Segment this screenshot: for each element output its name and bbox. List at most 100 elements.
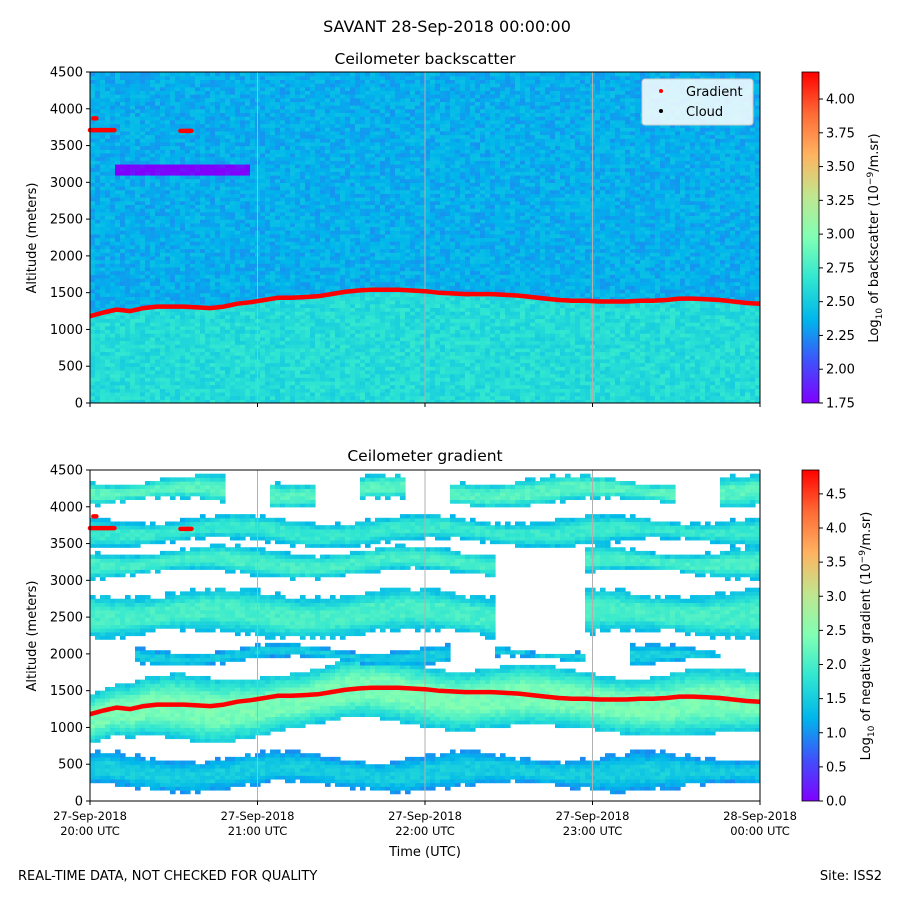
heatmap-cell bbox=[235, 329, 241, 334]
heatmap-cell bbox=[155, 395, 161, 400]
heatmap-cell bbox=[235, 380, 241, 386]
heatmap-cell bbox=[290, 237, 296, 242]
heatmap-cell bbox=[195, 105, 201, 110]
heatmap-cell bbox=[90, 380, 96, 386]
heatmap-cell bbox=[185, 281, 191, 286]
heatmap-cell bbox=[340, 277, 346, 283]
heatmap-cell bbox=[175, 75, 181, 80]
heatmap-cell bbox=[160, 230, 166, 235]
heatmap-cell bbox=[320, 277, 326, 283]
heatmap-cell bbox=[330, 123, 336, 128]
heatmap-cell bbox=[280, 237, 286, 242]
heatmap-cell bbox=[235, 160, 241, 165]
heatmap-cell bbox=[345, 237, 351, 242]
heatmap-cell bbox=[195, 72, 201, 77]
heatmap-cell bbox=[240, 303, 246, 308]
heatmap-cell bbox=[185, 380, 191, 386]
heatmap-cell bbox=[300, 127, 306, 132]
heatmap-cell bbox=[110, 204, 116, 209]
heatmap-cell bbox=[325, 197, 331, 202]
heatmap-cell bbox=[280, 193, 286, 198]
heatmap-cell bbox=[315, 200, 321, 205]
heatmap-cell bbox=[335, 325, 341, 331]
heatmap-cell bbox=[235, 277, 241, 283]
heatmap-cell bbox=[190, 208, 196, 213]
heatmap-cell bbox=[235, 156, 241, 161]
heatmap-cell bbox=[320, 112, 326, 117]
heatmap-cell bbox=[120, 101, 126, 106]
heatmap-cell bbox=[235, 222, 241, 228]
heatmap-cell bbox=[290, 233, 296, 239]
heatmap-cell bbox=[105, 255, 111, 261]
heatmap-cell bbox=[280, 307, 286, 312]
heatmap-cell bbox=[140, 395, 146, 400]
heatmap-cell bbox=[260, 347, 266, 353]
heatmap-cell bbox=[350, 362, 356, 367]
heatmap-cell bbox=[100, 318, 106, 323]
heatmap-cell bbox=[175, 336, 181, 342]
heatmap-cell bbox=[250, 75, 256, 80]
heatmap-cell bbox=[165, 314, 171, 320]
heatmap-cell bbox=[175, 200, 181, 205]
heatmap-cell bbox=[140, 90, 146, 95]
heatmap-cell bbox=[315, 79, 321, 84]
heatmap-cell bbox=[140, 193, 146, 198]
heatmap-cell bbox=[265, 178, 271, 183]
heatmap-cell bbox=[320, 333, 326, 338]
heatmap-cell bbox=[215, 72, 221, 77]
heatmap-cell bbox=[140, 288, 146, 294]
heatmap-cell bbox=[155, 105, 161, 110]
heatmap-cell bbox=[90, 266, 96, 272]
heatmap-cell bbox=[115, 300, 121, 305]
heatmap-cell bbox=[275, 237, 281, 242]
heatmap-cell bbox=[200, 178, 206, 183]
heatmap-cell bbox=[115, 233, 121, 239]
heatmap-cell bbox=[95, 167, 101, 172]
heatmap-cell bbox=[220, 373, 226, 378]
heatmap-cell bbox=[270, 182, 276, 187]
heatmap-cell bbox=[300, 171, 306, 176]
heatmap-cell bbox=[200, 325, 206, 331]
heatmap-cell bbox=[325, 215, 331, 220]
heatmap-cell bbox=[190, 311, 196, 316]
heatmap-cell bbox=[350, 94, 356, 99]
heatmap-cell bbox=[360, 163, 366, 169]
heatmap-cell bbox=[330, 156, 336, 161]
heatmap-cell bbox=[180, 277, 186, 283]
heatmap-cell bbox=[230, 358, 236, 364]
heatmap-cell bbox=[325, 336, 331, 342]
heatmap-cell bbox=[155, 72, 161, 77]
heatmap-cell bbox=[265, 149, 271, 154]
heatmap-cell bbox=[305, 156, 311, 161]
heatmap-cell bbox=[250, 127, 256, 132]
heatmap-cell bbox=[320, 123, 326, 128]
heatmap-cell bbox=[290, 358, 296, 364]
heatmap-cell bbox=[235, 377, 241, 382]
heatmap-cell bbox=[330, 399, 336, 403]
heatmap-cell bbox=[185, 200, 191, 205]
heatmap-cell bbox=[245, 222, 251, 228]
heatmap-cell bbox=[310, 94, 316, 99]
heatmap-cell bbox=[145, 197, 151, 202]
heatmap-cell bbox=[340, 355, 346, 360]
heatmap-cell bbox=[150, 380, 156, 386]
heatmap-cell bbox=[350, 351, 356, 356]
heatmap-cell bbox=[125, 259, 131, 264]
heatmap-cell bbox=[190, 182, 196, 187]
heatmap-cell bbox=[170, 270, 176, 275]
heatmap-cell bbox=[125, 303, 131, 308]
heatmap-cell bbox=[305, 373, 311, 378]
heatmap-cell bbox=[275, 215, 281, 220]
heatmap-cell bbox=[320, 219, 326, 224]
heatmap-cell bbox=[205, 344, 211, 349]
heatmap-cell bbox=[260, 259, 266, 264]
heatmap-cell bbox=[270, 358, 276, 364]
heatmap-cell bbox=[335, 281, 341, 286]
heatmap-cell bbox=[160, 380, 166, 386]
heatmap-cell bbox=[235, 388, 241, 393]
heatmap-cell bbox=[300, 281, 306, 286]
heatmap-cell bbox=[95, 171, 101, 176]
heatmap-cell bbox=[230, 399, 236, 403]
heatmap-cell bbox=[155, 344, 161, 349]
